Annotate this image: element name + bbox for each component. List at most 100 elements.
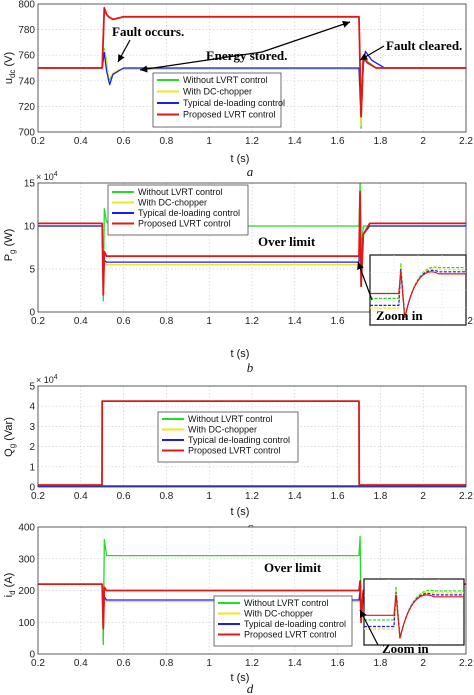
annotation-text: Zoom in — [376, 308, 423, 323]
y-tick-label: 740 — [18, 76, 35, 87]
zoom-series-line — [370, 271, 466, 319]
series-group — [38, 400, 466, 487]
legend-entry: Without LVRT control — [138, 187, 223, 197]
x-tick-label: 1.6 — [331, 491, 345, 502]
series-line-proposed-lvrt-control — [38, 6, 466, 118]
axes-box — [37, 3, 467, 133]
subfigure-label: b — [247, 360, 254, 375]
annotation-text: Fault occurs. — [112, 24, 184, 39]
legend-entry: Proposed LVRT control — [244, 630, 337, 640]
series-group — [38, 6, 466, 129]
x-tick-label: 0.6 — [117, 491, 131, 502]
exponent-power: 4 — [54, 374, 58, 381]
y-axis-label-main: P — [3, 254, 15, 261]
x-tick-label: 1.8 — [373, 491, 387, 502]
exponent-base: × 10 — [36, 375, 54, 385]
y-tick-label: 15 — [24, 179, 36, 190]
x-tick-label: 1.4 — [288, 491, 302, 502]
y-tick-label: 0 — [29, 650, 35, 661]
x-tick-label: 1.6 — [331, 136, 345, 147]
legend-entry: Without LVRT control — [183, 75, 268, 85]
y-axis-label-unit: (Var) — [3, 417, 15, 444]
annotation-arrow — [117, 39, 131, 63]
y-tick-label: 780 — [18, 25, 35, 36]
y-tick-label: 100 — [18, 618, 35, 629]
annotation-arrow — [357, 261, 373, 301]
x-tick-label: 1.2 — [245, 491, 259, 502]
x-tick-label: 1.2 — [245, 136, 259, 147]
x-tick-label: 2 — [420, 658, 426, 669]
x-tick-label: 1.8 — [373, 658, 387, 669]
axis-exponent: × 104 — [36, 374, 58, 385]
x-tick-label: 2.2 — [459, 491, 473, 502]
series-line-proposed-lvrt-control — [38, 400, 466, 486]
x-tick-label: 2 — [420, 136, 426, 147]
x-tick-label: 0.2 — [31, 136, 45, 147]
y-tick-label: 800 — [18, 0, 35, 11]
x-tick-label: 0.4 — [74, 658, 88, 669]
chart-panel-c: 0.2 0.4 0.6 0.8 1 1.2 1.4 1.6 1.8 2 2.2 0 1 2 3 4 5 t (s)… — [3, 374, 473, 534]
y-tick-label: 400 — [18, 523, 35, 534]
x-tick-label: 1.4 — [288, 658, 302, 669]
exponent-base: × 10 — [36, 172, 54, 182]
legend-entry: Proposed LVRT control — [138, 219, 231, 229]
y-tick-label: 0 — [29, 483, 35, 494]
x-tick-label: 0.8 — [159, 491, 173, 502]
x-axis-label: t (s) — [231, 672, 250, 684]
y-tick-label: 760 — [18, 51, 35, 62]
y-axis-label-main: u — [3, 78, 15, 84]
x-tick-label: 0.2 — [31, 491, 45, 502]
legend-entry: Proposed LVRT control — [188, 446, 281, 456]
y-tick-label: 5 — [29, 382, 35, 393]
zoom-inset — [369, 254, 467, 326]
y-axis-label-main: Q — [3, 448, 15, 457]
x-tick-label: 2.2 — [459, 136, 473, 147]
y-axis-label-sub: dc — [8, 70, 17, 78]
x-tick-label: 0.2 — [31, 316, 45, 327]
legend-entry: With DC-chopper — [138, 198, 207, 208]
y-axis-label: Pg (W) — [3, 229, 17, 262]
y-axis-label-main: i — [3, 595, 15, 597]
y-tick-label: 0 — [29, 308, 35, 319]
y-axis-label-sub: d — [8, 590, 17, 594]
y-axis-label: udc (V) — [3, 52, 17, 84]
y-tick-label: 1 — [29, 462, 35, 473]
legend-box — [157, 411, 299, 463]
annotation-text: Zoom in — [382, 641, 429, 656]
x-axis-label: t (s) — [231, 348, 250, 360]
zoom-series-line — [364, 594, 464, 639]
y-axis-label-unit: (A) — [3, 573, 15, 591]
x-tick-label: 1 — [206, 658, 212, 669]
annotation-arrow — [359, 609, 379, 646]
y-tick-label: 2 — [29, 442, 35, 453]
x-axis-label: t (s) — [231, 153, 250, 165]
x-tick-label: 0.6 — [117, 136, 131, 147]
y-axis-label-unit: (W) — [3, 229, 15, 250]
axis-exponent: × 104 — [36, 171, 58, 182]
x-tick-label: 0.6 — [117, 658, 131, 669]
legend-entry: Typical de-loading control — [183, 98, 285, 108]
x-tick-label: 1.8 — [373, 136, 387, 147]
x-tick-label: 1.6 — [331, 316, 345, 327]
x-tick-label: 0.4 — [74, 316, 88, 327]
legend-entry: With DC-chopper — [188, 425, 257, 435]
x-tick-label: 0.4 — [74, 491, 88, 502]
chart-panel-d: 0.2 0.4 0.6 0.8 1 1.2 1.4 1.6 1.8 2 2.2 0 100 200 300 4… — [3, 523, 473, 695]
x-axis-label: t (s) — [231, 506, 250, 518]
legend-entry: Without LVRT control — [244, 598, 329, 608]
y-tick-label: 3 — [29, 422, 35, 433]
annotation-arrow — [139, 51, 263, 73]
legend-box — [107, 184, 249, 236]
legend-entry: With DC-chopper — [183, 87, 252, 97]
x-tick-label: 1.4 — [288, 136, 302, 147]
legend-entry: Typical de-loading control — [188, 435, 290, 445]
y-tick-label: 5 — [29, 265, 35, 276]
x-tick-label: 2.2 — [459, 658, 473, 669]
legend-entry: With DC-chopper — [244, 609, 313, 619]
y-axis-label: id (A) — [3, 573, 17, 598]
y-axis-label-unit: (V) — [3, 52, 15, 70]
legend-box — [213, 595, 353, 647]
